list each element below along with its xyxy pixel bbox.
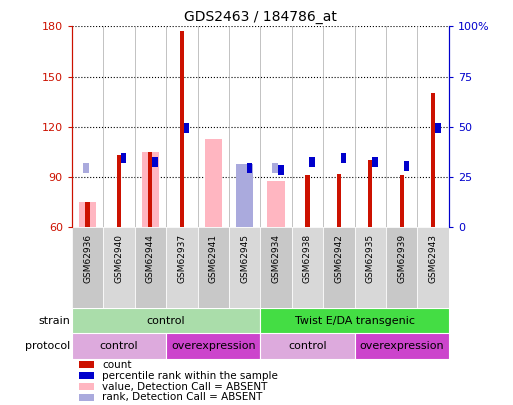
Title: GDS2463 / 184786_at: GDS2463 / 184786_at (184, 10, 337, 24)
Bar (261, 308, 449, 333)
Bar (148, 152, 152, 228)
Bar (80, 372, 94, 379)
Text: control: control (147, 315, 185, 326)
Bar (205, 139, 222, 228)
Bar (86, 202, 90, 228)
Bar (418, 228, 449, 308)
Bar (337, 174, 341, 228)
Bar (80, 383, 94, 390)
Text: GSM62939: GSM62939 (397, 234, 406, 283)
Bar (354, 333, 449, 359)
Text: overexpression: overexpression (360, 341, 444, 351)
Text: count: count (102, 360, 131, 370)
Bar (103, 228, 134, 308)
Bar (72, 308, 261, 333)
Bar (431, 94, 435, 228)
Bar (166, 333, 261, 359)
Bar (435, 123, 441, 133)
Text: GSM62944: GSM62944 (146, 234, 155, 283)
Text: control: control (100, 341, 139, 351)
Bar (152, 157, 158, 167)
Bar (84, 163, 89, 173)
Bar (261, 333, 354, 359)
Text: percentile rank within the sample: percentile rank within the sample (102, 371, 278, 381)
Bar (400, 175, 404, 228)
Bar (117, 156, 121, 228)
Bar (267, 181, 285, 228)
Bar (309, 157, 315, 167)
Text: Twist E/DA transgenic: Twist E/DA transgenic (294, 315, 415, 326)
Bar (323, 228, 354, 308)
Text: GSM62938: GSM62938 (303, 234, 312, 283)
Bar (404, 161, 409, 171)
Bar (72, 333, 166, 359)
Bar (142, 152, 159, 228)
Bar (198, 228, 229, 308)
Text: GSM62937: GSM62937 (177, 234, 186, 283)
Bar (72, 228, 103, 308)
Text: overexpression: overexpression (171, 341, 255, 351)
Text: GSM62936: GSM62936 (83, 234, 92, 283)
Bar (354, 228, 386, 308)
Text: GSM62943: GSM62943 (429, 234, 438, 283)
Bar (247, 163, 252, 173)
Bar (386, 228, 418, 308)
Text: rank, Detection Call = ABSENT: rank, Detection Call = ABSENT (102, 392, 262, 403)
Text: GSM62942: GSM62942 (334, 234, 343, 283)
Text: value, Detection Call = ABSENT: value, Detection Call = ABSENT (102, 382, 267, 392)
Text: control: control (288, 341, 327, 351)
Bar (121, 153, 127, 163)
Text: GSM62945: GSM62945 (240, 234, 249, 283)
Bar (79, 202, 96, 228)
Bar (368, 160, 372, 228)
Bar (166, 228, 198, 308)
Bar (272, 163, 278, 173)
Bar (184, 123, 189, 133)
Text: strain: strain (38, 315, 70, 326)
Bar (80, 361, 94, 368)
Bar (372, 157, 378, 167)
Bar (261, 228, 292, 308)
Bar (180, 31, 184, 228)
Text: GSM62941: GSM62941 (209, 234, 218, 283)
Bar (305, 175, 309, 228)
Text: GSM62935: GSM62935 (366, 234, 375, 283)
Bar (80, 394, 94, 401)
Text: GSM62934: GSM62934 (271, 234, 281, 283)
Text: GSM62940: GSM62940 (114, 234, 124, 283)
Bar (341, 153, 346, 163)
Bar (292, 228, 323, 308)
Bar (229, 228, 261, 308)
Bar (236, 164, 253, 228)
Text: protocol: protocol (25, 341, 70, 351)
Bar (134, 228, 166, 308)
Bar (236, 164, 253, 228)
Bar (278, 165, 284, 175)
